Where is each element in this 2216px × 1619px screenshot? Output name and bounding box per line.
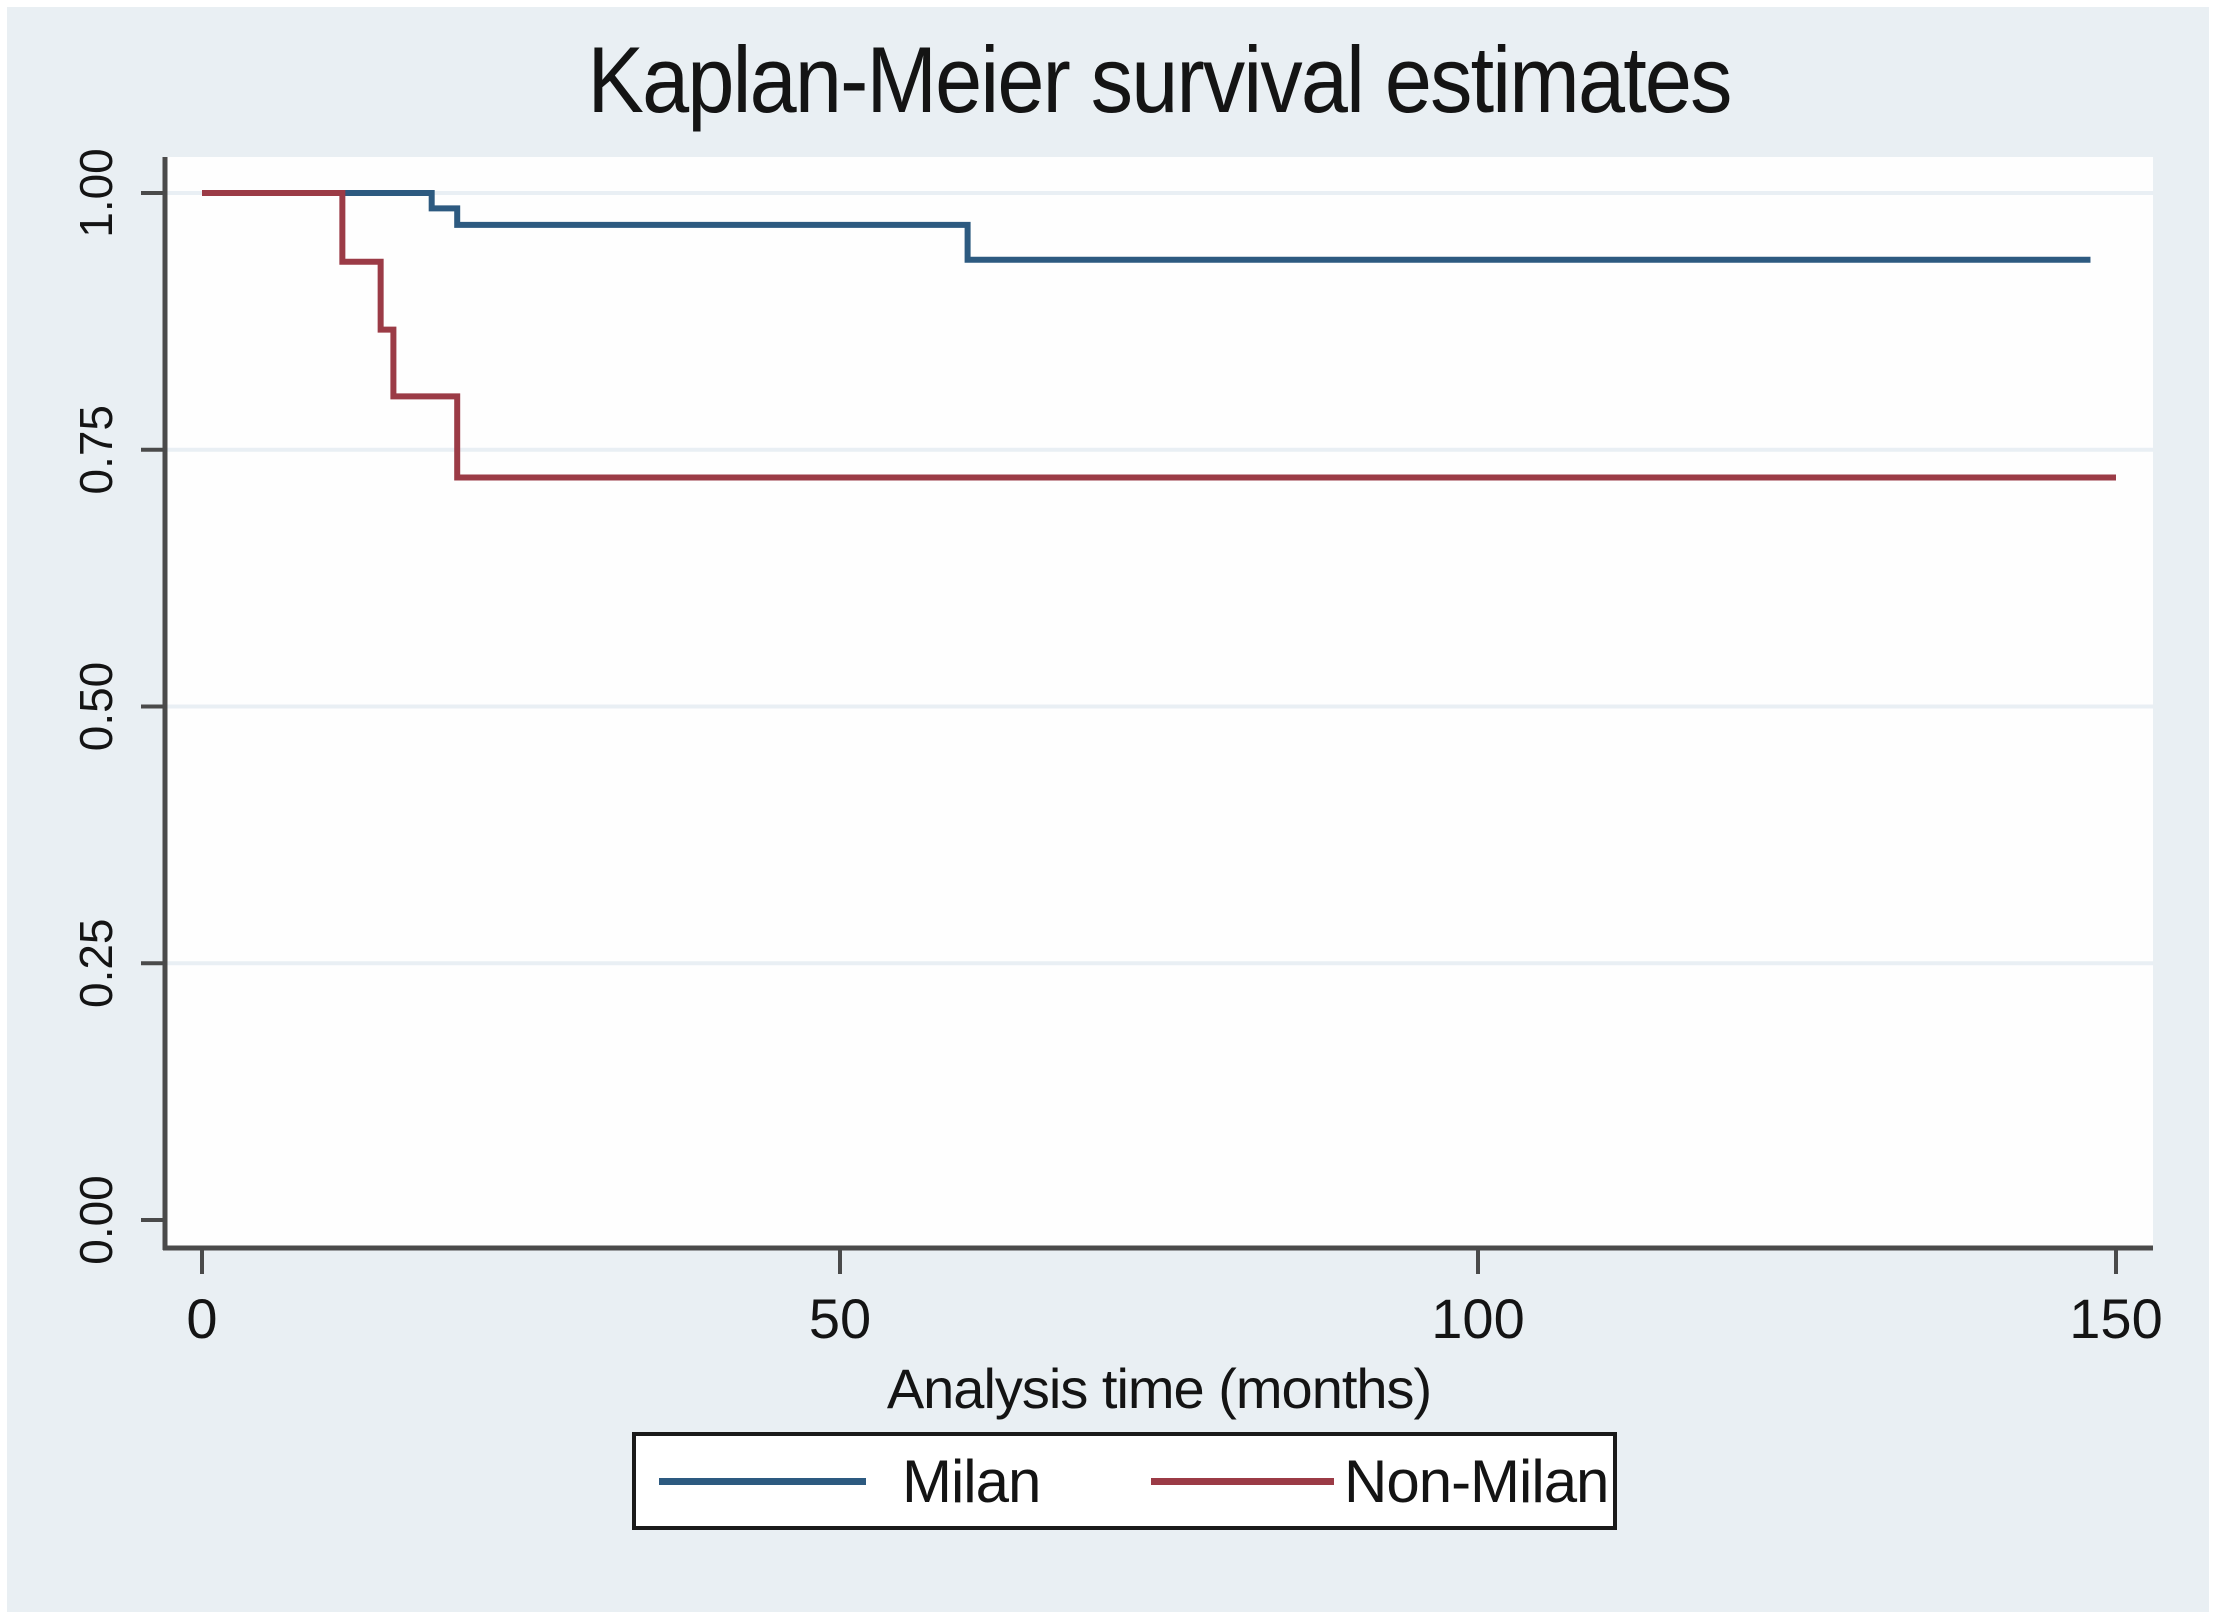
milan-line-sample [659,1477,866,1485]
y-tick-label: 1.00 [70,148,122,238]
x-axis-title: Analysis time (months) [886,1357,1432,1420]
non-milan-curve [202,190,2116,481]
legend-box: Milan Non-Milan [632,1432,1617,1530]
legend-item-milan: Milan [659,1436,1041,1526]
milan-curve [202,190,2091,263]
chart-title-text: Kaplan-Meier survival estimates [587,27,1732,132]
y-tick-label: 0.25 [70,918,122,1008]
x-tick-label: 100 [1431,1287,1524,1350]
y-tick-label: 0.00 [70,1175,122,1265]
x-tick-label: 150 [2069,1287,2162,1350]
non-milan-line-sample [1151,1477,1334,1485]
chart-title: Kaplan-Meier survival estimates [165,26,2153,134]
plot-area [165,157,2153,1248]
y-tick-label: 0.50 [70,662,122,752]
legend-label-milan: Milan [902,1447,1041,1515]
y-tick-label: 0.75 [70,405,122,495]
x-tick-label: 50 [809,1287,871,1350]
x-tick-label: 0 [186,1287,217,1350]
legend-label-non-milan: Non-Milan [1344,1447,1609,1515]
legend-item-non-milan: Non-Milan [1151,1436,1609,1526]
